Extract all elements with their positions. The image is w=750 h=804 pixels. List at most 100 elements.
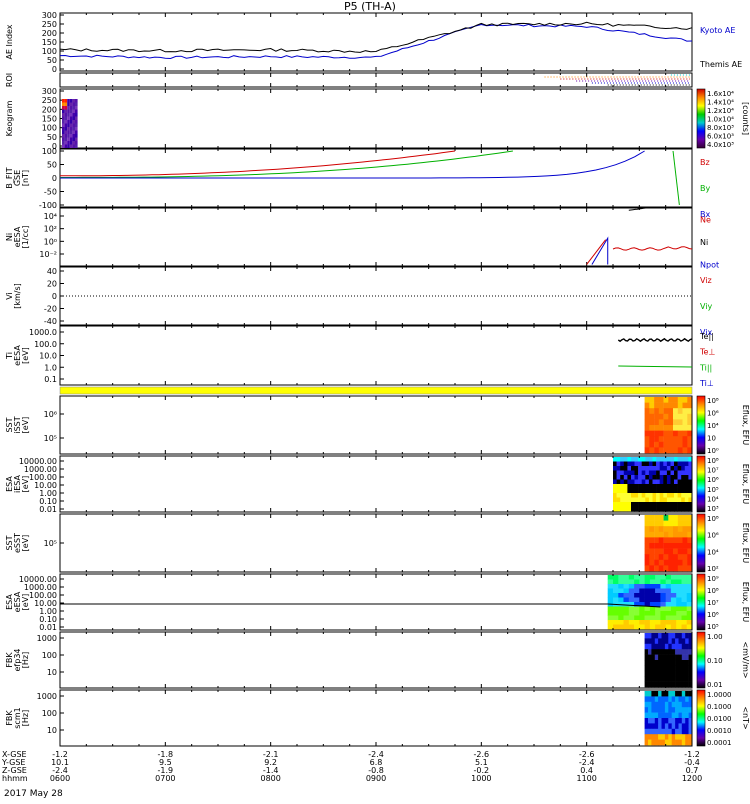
esa-electron-cell [639, 625, 645, 630]
esa-ion-cell [617, 457, 621, 462]
esa-ion-cell [667, 466, 671, 471]
esa-ion-cell [660, 471, 664, 476]
sst-ion-cell [649, 419, 654, 425]
fbk-scm-cell [672, 691, 676, 697]
esa-ion-cell [678, 507, 682, 512]
sst-electron-cell [668, 515, 673, 521]
sst-ion-cell [683, 397, 688, 403]
esa-ion-cell [685, 493, 689, 498]
sst-electron-cell [673, 526, 678, 532]
esa-ion-cell [645, 457, 649, 462]
fbk-efp-cell [682, 665, 686, 671]
fbk-scm-cell [651, 707, 655, 713]
keogram-cell [70, 134, 73, 138]
keogram-cell [62, 127, 65, 131]
esa-electron-cell [676, 616, 682, 621]
sst-electron-cell [673, 532, 678, 538]
esa-ion-cell [685, 462, 689, 467]
esa-ion-cell [624, 484, 628, 489]
esa-ion-ytick-label: 0.01 [39, 505, 57, 514]
fbk-efp-colorbar-label: <mV/m> [741, 641, 750, 678]
esa-electron-cell [676, 589, 682, 594]
esa-electron-cell [687, 611, 693, 616]
fbk-efp-cell [662, 655, 666, 661]
esa-ion-cell [671, 471, 675, 476]
vi-ylabel-1: [km/s] [13, 283, 22, 309]
esa-electron-cell [624, 611, 630, 616]
fbk-efp-cell [648, 660, 652, 666]
esa-ion-cell [674, 484, 678, 489]
esa-ion-cell [667, 462, 671, 467]
fbk-scm-cell [682, 707, 686, 713]
ae-panel-frame [60, 13, 692, 71]
esa-ion-colorbar-tick: 10⁴ [707, 495, 719, 503]
esa-ion-cell [649, 457, 653, 462]
fbk-scm-cell [679, 718, 683, 724]
esa-ion-cell [624, 489, 628, 494]
esa-ion-cell [656, 475, 660, 480]
keogram-cell [62, 138, 65, 142]
sst-ion-colorbar-tick: 10⁶ [707, 410, 719, 418]
sst-ion-cell [659, 436, 664, 442]
fbk-efp-cell [648, 633, 652, 639]
ae-ylabel-0: AE Index [5, 24, 14, 59]
esa-ion-cell [656, 507, 660, 512]
esa-ion-cell [627, 502, 631, 507]
sst-electron-cell [678, 515, 683, 521]
fbk-efp-cell [668, 655, 672, 661]
esa-electron-cell [618, 625, 624, 630]
fbk-efp-cell [668, 649, 672, 655]
esa-ion-cell [642, 462, 646, 467]
esa-ion-cell [671, 507, 675, 512]
esa-ion-cell [685, 498, 689, 503]
esa-electron-cell [629, 593, 635, 598]
sst-ion-cell [649, 442, 654, 448]
keogram-cell [72, 110, 75, 114]
esa-electron-cell [618, 598, 624, 603]
sst-ion-cell [645, 431, 650, 437]
sst-electron-cell [654, 554, 659, 560]
esa-ion-cell [627, 466, 631, 471]
keogram-cell [75, 127, 78, 131]
sst-electron-cell [645, 554, 650, 560]
fbk-scm-ytick-label: 1000 [37, 692, 57, 701]
keogram-ytick-label: 300 [42, 87, 57, 96]
esa-ion-cell [656, 471, 660, 476]
esa-ion-cell [685, 507, 689, 512]
esa-ion-colorbar-label: Eflux, EFU [741, 464, 750, 505]
fbk-efp-cell [672, 638, 676, 644]
keogram-colorbar-tick: 1.0x10⁴ [707, 116, 734, 124]
fbk-efp-cell [672, 633, 676, 639]
ne-line [613, 247, 692, 250]
fbk-efp-cell [679, 676, 683, 682]
fbk-efp-cell [655, 660, 659, 666]
esa-ion-cell [674, 471, 678, 476]
fbk-efp-ytick-label: 1000 [37, 634, 57, 643]
fbk-efp-cell [655, 644, 659, 650]
sst-electron-cell [649, 532, 654, 538]
keogram-cell [62, 120, 65, 124]
esa-ion-cell [613, 502, 617, 507]
sst-electron-cell [654, 521, 659, 527]
esa-electron-cell [682, 598, 688, 603]
fbk-scm-cell [658, 723, 662, 729]
esa-ion-cell [678, 471, 682, 476]
fbk-efp-cell [675, 676, 679, 682]
esa-ion-cell [642, 484, 646, 489]
fbk-efp-cell [675, 638, 679, 644]
fbk-efp-cell [658, 655, 662, 661]
ni-legend-1: Ni [700, 238, 708, 247]
xaxis-tick-label: 0700 [155, 774, 175, 783]
ti-par-line [618, 366, 692, 367]
esa-ion-cell [671, 489, 675, 494]
esa-ion-cell [653, 466, 657, 471]
fbk-scm-colorbar [697, 690, 705, 746]
kyoto-ae-line [60, 24, 692, 58]
keogram-cell [75, 106, 78, 110]
esa-ion-cell [624, 462, 628, 467]
fbk-scm-cell [665, 723, 669, 729]
esa-electron-cell [666, 611, 672, 616]
esa-electron-cell [650, 620, 656, 625]
fbk-scm-cell [651, 734, 655, 740]
fbk-scm-cell [651, 723, 655, 729]
